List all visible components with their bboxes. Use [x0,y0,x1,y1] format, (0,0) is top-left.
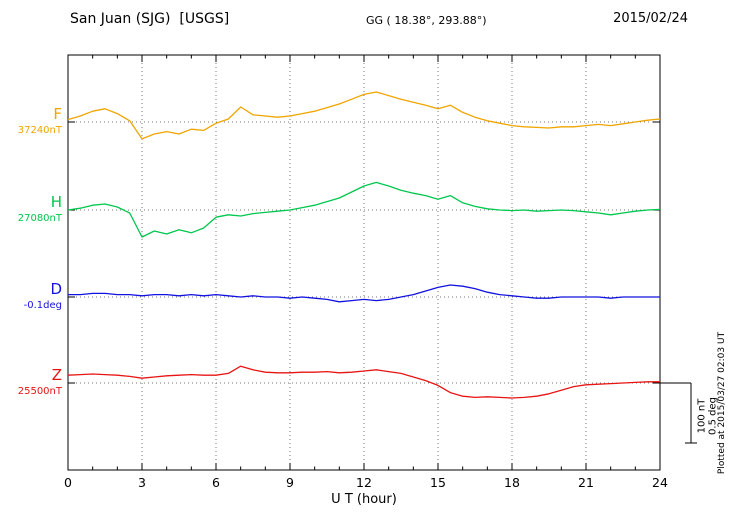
plot-date: 2015/02/24 [613,11,688,26]
plotted-at-note: Plotted at 2015/03/27 02:03 UT [717,331,727,475]
x-tick-label-12: 12 [356,475,372,490]
channel-name-d: D [50,280,62,298]
trace-f [67,91,661,140]
x-axis-label: U T (hour) [331,492,397,507]
x-tick-label-0: 0 [64,475,72,490]
channel-name-h: H [50,193,62,211]
geographic-coords: GG ( 18.38°, 293.88°) [366,14,487,27]
channel-name-z: Z [51,366,62,384]
channel-baseline-h: 27080nT [17,213,62,224]
channel-label-z: Z 25500nT [0,368,62,397]
channel-label-d: D -0.1deg [0,282,62,311]
x-tick-label-9: 9 [286,475,294,490]
x-tick-label-24: 24 [652,475,668,490]
trace-d [68,284,660,303]
x-tick-label-6: 6 [212,475,220,490]
x-tick-label-18: 18 [504,475,520,490]
trace-z [67,365,660,399]
scalebar-nt-label: 100 nT [696,398,708,434]
x-tick-label-21: 21 [578,475,594,490]
channel-baseline-f: 37240nT [17,125,62,136]
channel-label-f: F 37240nT [0,107,62,136]
channel-baseline-z: 25500nT [17,386,62,397]
trace-h [67,181,661,238]
x-tick-label-3: 3 [138,475,146,490]
channel-baseline-d: -0.1deg [23,300,62,311]
channel-name-f: F [53,105,62,123]
channel-label-h: H 27080nT [0,195,62,224]
station-title: San Juan (SJG) [USGS] [70,11,230,27]
x-tick-label-15: 15 [430,475,446,490]
